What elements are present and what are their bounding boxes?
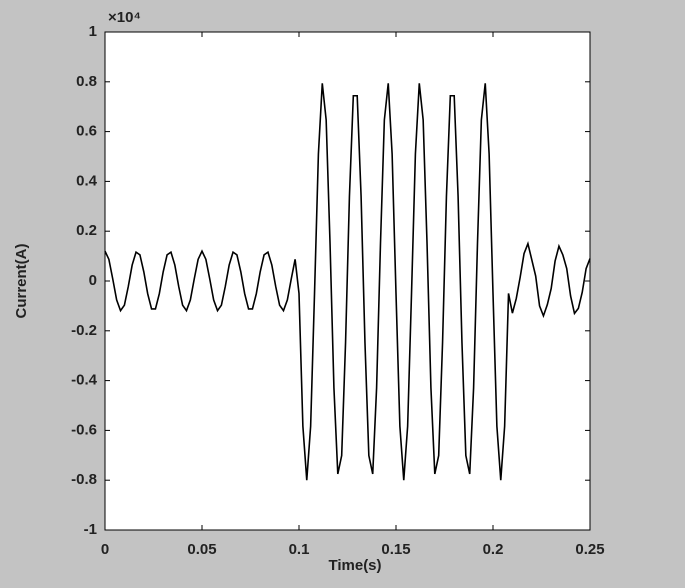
x-tick-label: 0.25 (575, 541, 604, 558)
y-multiplier: ×10⁴ (108, 9, 141, 26)
y-tick-label: -0.4 (71, 372, 98, 389)
x-axis-label: Time(s) (328, 557, 381, 574)
y-tick-label: 0.2 (76, 222, 97, 239)
y-tick-label: 1 (89, 23, 97, 40)
x-tick-label: 0.2 (483, 541, 504, 558)
y-axis-label: Current(A) (13, 244, 30, 319)
x-tick-label: 0 (101, 541, 109, 558)
y-tick-label: 0.8 (76, 73, 97, 90)
y-tick-label: -0.6 (71, 421, 97, 438)
current-line (104, 83, 591, 481)
y-tick-label: -1 (84, 521, 97, 538)
y-tick-label: -0.8 (71, 471, 97, 488)
y-tick-label: 0.4 (76, 172, 98, 189)
y-tick-label: 0.6 (76, 123, 97, 140)
x-tick-label: 0.1 (289, 541, 310, 558)
x-tick-label: 0.05 (187, 541, 216, 558)
x-tick-label: 0.15 (381, 541, 410, 558)
y-tick-label: 0 (89, 272, 97, 289)
y-tick-label: -0.2 (71, 322, 97, 339)
